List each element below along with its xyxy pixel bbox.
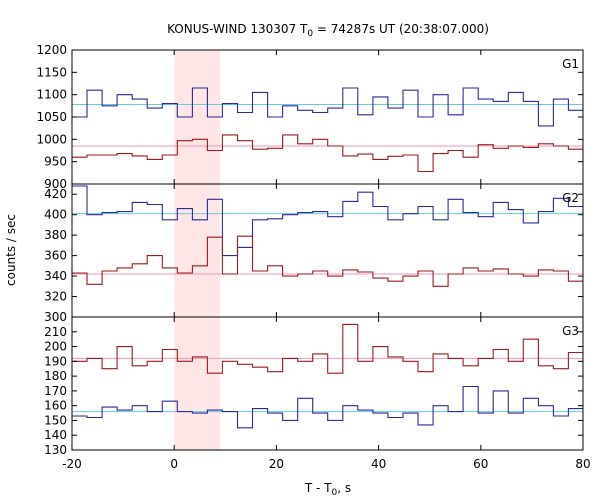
y-tick-label: 1150 [36,65,67,79]
y-tick-label: 190 [44,354,67,368]
y-tick-label: 900 [44,177,67,191]
x-tick-label: 40 [371,457,386,471]
series-blue-g3 [72,385,583,429]
y-tick-label: 380 [44,228,67,242]
x-tick-label: 20 [269,457,284,471]
panel-frame [71,49,584,185]
y-tick-label: 180 [44,369,67,383]
chart-title: KONUS-WIND 130307 T0 = 74287s UT (20:38:… [167,22,489,39]
panel-label: G1 [562,57,579,71]
x-tick-label: 0 [170,457,178,471]
panels: 900 950 1000 1050 1100 1150 1200 G1 300 320 340 360… [36,43,590,471]
y-axis-title: counts / sec [4,214,18,286]
x-tick-label: 60 [473,457,488,471]
series-red-g3 [72,323,583,374]
y-tick-label: 150 [44,413,67,427]
y-tick-label: 400 [44,208,67,222]
panel-label: G3 [562,324,579,338]
panel-label: G2 [562,191,579,205]
y-tick-label: 1050 [36,110,67,124]
y-tick-label: 420 [44,187,67,201]
y-tick-label: 1100 [36,88,67,102]
highlight-band [174,184,221,317]
panel-g1: 900 950 1000 1050 1100 1150 1200 G1 [36,43,584,191]
x-axis-title: T - T0, s [304,481,351,498]
series-blue-g2 [72,185,583,257]
highlight-band [174,317,221,450]
series-red-g1 [72,134,583,173]
y-tick-label: 140 [44,428,67,442]
y-tick-label: 200 [44,340,67,354]
y-tick-label: 160 [44,399,67,413]
x-tick-label: -20 [62,457,82,471]
panel-g2: 300 320 340 360 380 400 420 G2 [44,183,584,324]
y-tick-label: 950 [44,155,67,169]
series-red-g2 [72,235,583,287]
y-tick-label: 300 [44,310,67,324]
y-tick-label: 1200 [36,43,67,57]
y-tick-label: 320 [44,290,67,304]
panel-frame [71,316,584,451]
y-tick-label: 130 [44,443,67,457]
series-blue-g1 [72,87,583,127]
y-tick-label: 340 [44,269,67,283]
x-tick-label: 80 [575,457,590,471]
y-tick-label: 360 [44,249,67,263]
y-tick-label: 1000 [36,132,67,146]
y-tick-label: 210 [44,325,67,339]
y-tick-label: 170 [44,384,67,398]
